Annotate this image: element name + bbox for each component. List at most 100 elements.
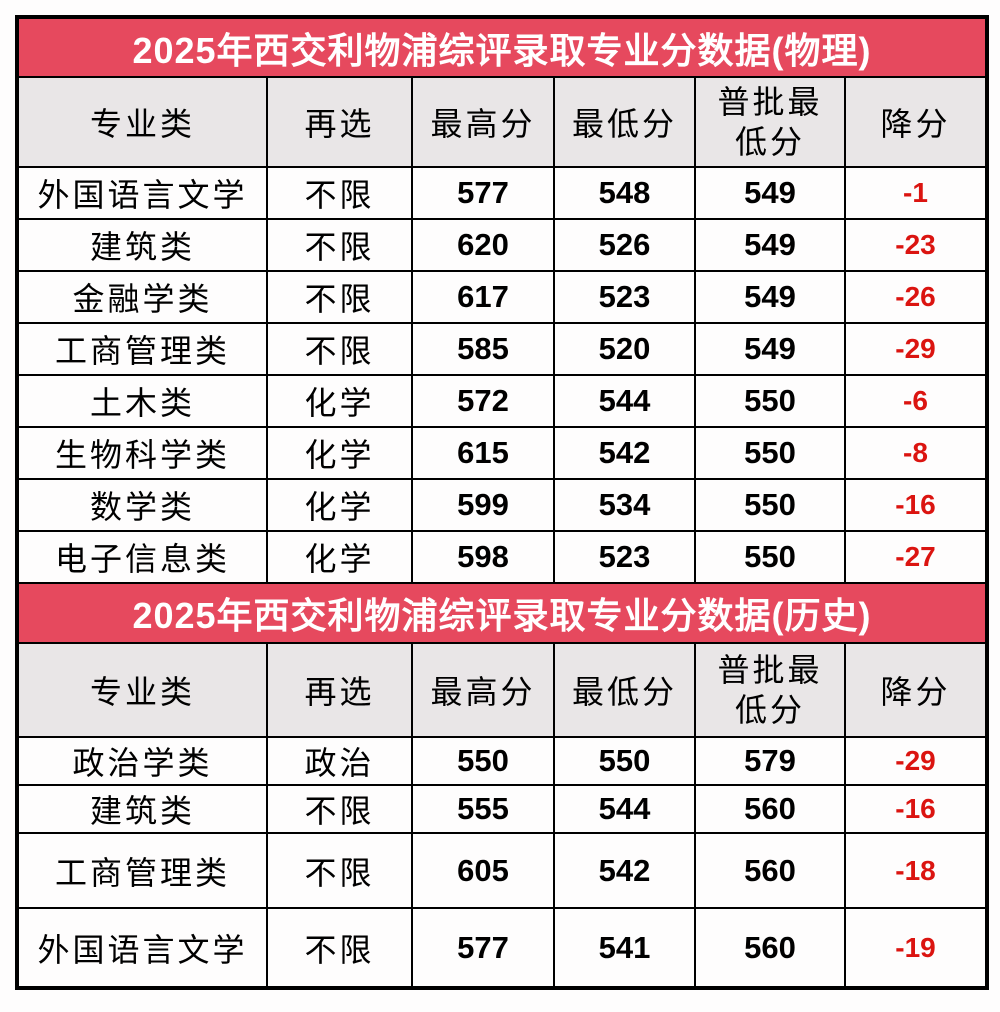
table-row: 数学类 化学 599 534 550 -16 (16, 478, 989, 532)
major-cell: 工商管理类 (16, 322, 268, 376)
header-major: 专业类 (16, 642, 268, 738)
table-title: 2025年西交利物浦综评录取专业分数据(历史) (15, 582, 989, 644)
header-reselect: 再选 (266, 76, 413, 168)
reselect-cell: 不限 (266, 270, 413, 324)
table-row: 建筑类 不限 620 526 549 -23 (16, 218, 989, 272)
max-score-cell: 620 (411, 218, 555, 272)
max-score-cell: 617 (411, 270, 555, 324)
table-body: 2025年西交利物浦综评录取专业分数据(物理) 专业类 再选 最高分 最低分 普批最低分降… (15, 16, 989, 989)
major-cell: 政治学类 (16, 736, 268, 786)
header-label: 专业类 (89, 106, 195, 142)
table-row: 电子信息类 化学 598 523 550 -27 (16, 530, 989, 584)
major-cell: 土木类 (16, 374, 268, 428)
header-min-score: 最低分 (553, 642, 696, 738)
table-row: 金融学类 不限 617 523 549 -26 (16, 270, 989, 324)
batch-min-cell: 550 (694, 374, 846, 428)
batch-min-cell: 549 (694, 166, 846, 220)
admission-score-table: 2025年西交利物浦综评录取专业分数据(物理) 专业类 再选 最高分 最低分 普批最低分降… (15, 15, 990, 990)
min-score-cell: 534 (553, 478, 696, 532)
batch-min-cell: 550 (694, 530, 846, 584)
batch-min-cell: 560 (694, 832, 846, 909)
reselect-cell: 化学 (266, 530, 413, 584)
header-max-score: 最高分 (411, 76, 555, 168)
max-score-cell: 605 (411, 832, 555, 909)
reduction-cell: -26 (843, 270, 989, 324)
min-score-cell: 548 (553, 166, 696, 220)
max-score-cell: 555 (411, 784, 555, 834)
header-label: 再选 (304, 674, 375, 710)
max-score-cell: 572 (411, 374, 555, 428)
major-cell: 建筑类 (16, 218, 268, 272)
header-label: 最低分 (571, 674, 677, 710)
reselect-cell: 不限 (266, 832, 413, 909)
min-score-cell: 526 (553, 218, 696, 272)
major-cell: 数学类 (16, 478, 268, 532)
min-score-cell: 541 (553, 907, 696, 989)
reselect-cell: 不限 (266, 218, 413, 272)
batch-min-cell: 560 (694, 784, 846, 834)
header-label: 降分 (880, 674, 951, 710)
major-cell: 外国语言文学 (16, 907, 268, 989)
reselect-cell: 化学 (266, 374, 413, 428)
header-label: 最高分 (430, 106, 536, 142)
reselect-cell: 化学 (266, 478, 413, 532)
header-max-score: 最高分 (411, 642, 555, 738)
max-score-cell: 598 (411, 530, 555, 584)
header-label: 普批最低分 (717, 652, 823, 728)
header-label: 最高分 (430, 674, 536, 710)
header-label: 降分 (880, 106, 951, 142)
major-cell: 电子信息类 (16, 530, 268, 584)
reselect-cell: 不限 (266, 322, 413, 376)
batch-min-cell: 549 (694, 270, 846, 324)
major-cell: 建筑类 (16, 784, 268, 834)
reduction-cell: -16 (843, 478, 989, 532)
reduction-cell: -6 (843, 374, 989, 428)
min-score-cell: 550 (553, 736, 696, 786)
header-batch-min: 普批最低分 (694, 76, 846, 168)
header-batch-min: 普批最低分 (694, 642, 846, 738)
reselect-cell: 不限 (266, 166, 413, 220)
header-major: 专业类 (16, 76, 268, 168)
max-score-cell: 599 (411, 478, 555, 532)
major-cell: 金融学类 (16, 270, 268, 324)
batch-min-cell: 550 (694, 478, 846, 532)
reduction-cell: -18 (843, 832, 989, 909)
header-reselect: 再选 (266, 642, 413, 738)
table-row: 外国语言文学 不限 577 548 549 -1 (16, 166, 989, 220)
header-label: 专业类 (89, 674, 195, 710)
table-row: 外国语言文学 不限 577 541 560 -19 (16, 907, 989, 989)
max-score-cell: 615 (411, 426, 555, 480)
min-score-cell: 542 (553, 426, 696, 480)
batch-min-cell: 550 (694, 426, 846, 480)
major-cell: 生物科学类 (16, 426, 268, 480)
reselect-cell: 不限 (266, 784, 413, 834)
min-score-cell: 523 (553, 270, 696, 324)
reselect-cell: 不限 (266, 907, 413, 989)
max-score-cell: 577 (411, 166, 555, 220)
reselect-cell: 化学 (266, 426, 413, 480)
max-score-cell: 585 (411, 322, 555, 376)
table-row: 工商管理类 不限 585 520 549 -29 (16, 322, 989, 376)
min-score-cell: 544 (553, 374, 696, 428)
max-score-cell: 550 (411, 736, 555, 786)
major-cell: 外国语言文学 (16, 166, 268, 220)
reselect-cell: 政治 (266, 736, 413, 786)
table-row: 政治学类 政治 550 550 579 -29 (16, 736, 989, 786)
table-title: 2025年西交利物浦综评录取专业分数据(物理) (15, 16, 989, 78)
reduction-cell: -23 (843, 218, 989, 272)
table-row: 建筑类 不限 555 544 560 -16 (16, 784, 989, 834)
header-label: 最低分 (571, 106, 677, 142)
max-score-cell: 577 (411, 907, 555, 989)
batch-min-cell: 549 (694, 218, 846, 272)
major-cell: 工商管理类 (16, 832, 268, 909)
min-score-cell: 542 (553, 832, 696, 909)
header-label: 再选 (304, 106, 375, 142)
header-reduction: 降分 (843, 642, 989, 738)
reduction-cell: -29 (843, 322, 989, 376)
reduction-cell: -1 (843, 166, 989, 220)
reduction-cell: -19 (843, 907, 989, 989)
batch-min-cell: 560 (694, 907, 846, 989)
min-score-cell: 523 (553, 530, 696, 584)
table-row: 生物科学类 化学 615 542 550 -8 (16, 426, 989, 480)
